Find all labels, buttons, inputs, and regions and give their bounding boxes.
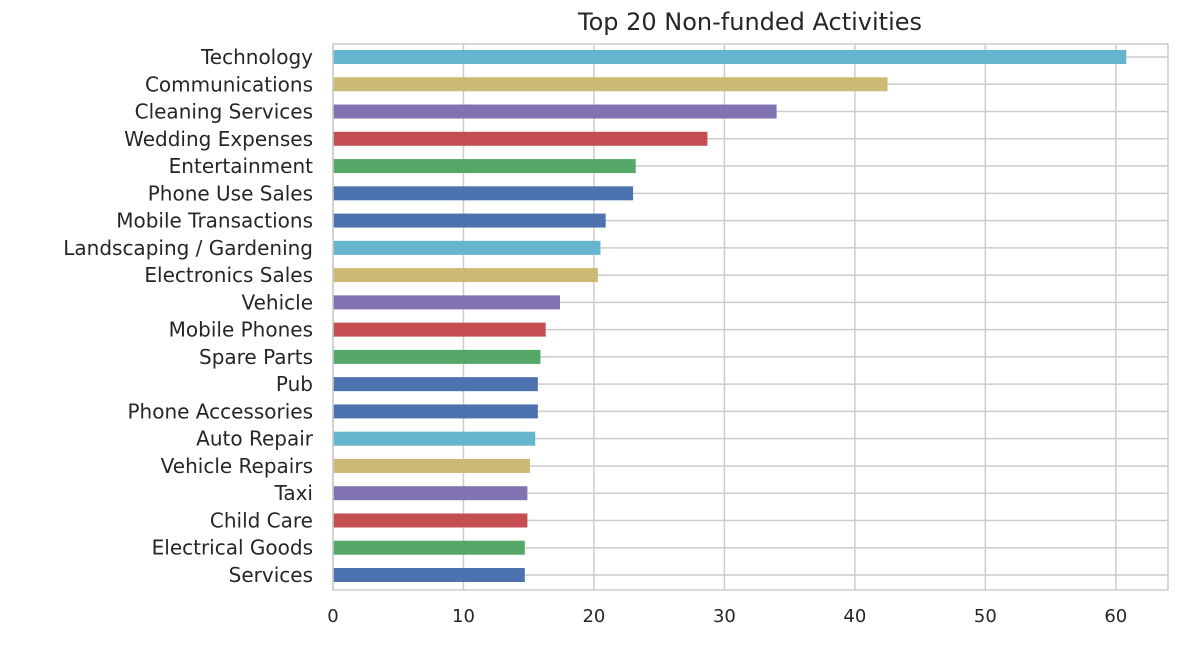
- bar: [333, 540, 525, 555]
- grid: [332, 44, 1168, 590]
- category-label: Auto Repair: [196, 427, 314, 451]
- bar: [333, 159, 636, 174]
- bar: [333, 213, 606, 228]
- category-label: Child Care: [210, 508, 313, 532]
- category-label: Electronics Sales: [144, 263, 313, 287]
- category-label: Electrical Goods: [152, 536, 313, 560]
- chart-title: Top 20 Non-funded Activities: [577, 8, 922, 36]
- bar: [333, 50, 1127, 64]
- category-label: Cleaning Services: [135, 100, 313, 124]
- x-tick-label: 30: [713, 606, 736, 627]
- category-label: Entertainment: [169, 154, 313, 178]
- bar: [333, 431, 536, 446]
- category-label: Phone Use Sales: [148, 181, 313, 205]
- category-label: Phone Accessories: [127, 399, 313, 423]
- bars: [333, 50, 1127, 582]
- bar: [333, 377, 538, 392]
- category-label: Mobile Phones: [169, 318, 313, 342]
- bar: [333, 458, 531, 473]
- category-label: Pub: [276, 372, 313, 396]
- bar: [333, 268, 598, 283]
- x-tick-label: 40: [843, 606, 866, 627]
- x-tick-label: 20: [582, 606, 605, 627]
- bar: [333, 77, 888, 92]
- bar: [333, 186, 634, 201]
- category-label: Vehicle Repairs: [161, 454, 313, 478]
- category-labels: Technology Communications Cleaning Service…: [63, 45, 314, 587]
- bar: [333, 568, 525, 582]
- bar: [333, 104, 777, 119]
- category-label: Spare Parts: [199, 345, 313, 369]
- category-label: Mobile Transactions: [116, 209, 313, 233]
- x-tick-label: 60: [1104, 606, 1127, 627]
- bar: [333, 240, 601, 255]
- x-tick-label: 10: [452, 606, 475, 627]
- bar: [333, 349, 541, 364]
- bar: [333, 404, 538, 419]
- x-tick-label: 0: [327, 606, 338, 627]
- category-label: Technology: [200, 45, 313, 69]
- bar: [333, 322, 546, 337]
- category-label: Landscaping / Gardening: [63, 236, 313, 260]
- x-tick-label: 50: [974, 606, 997, 627]
- plot-frame: [332, 43, 1169, 591]
- bar: [333, 295, 561, 310]
- category-label: Communications: [145, 72, 313, 96]
- x-tick-labels: 0 10 20 30 40 50 60: [327, 606, 1127, 627]
- category-label: Taxi: [273, 481, 313, 505]
- bar: [333, 513, 528, 528]
- category-label: Vehicle: [241, 290, 313, 314]
- category-label: Services: [229, 563, 313, 587]
- bar: [333, 486, 528, 501]
- category-label: Wedding Expenses: [124, 127, 313, 151]
- bar: [333, 131, 708, 146]
